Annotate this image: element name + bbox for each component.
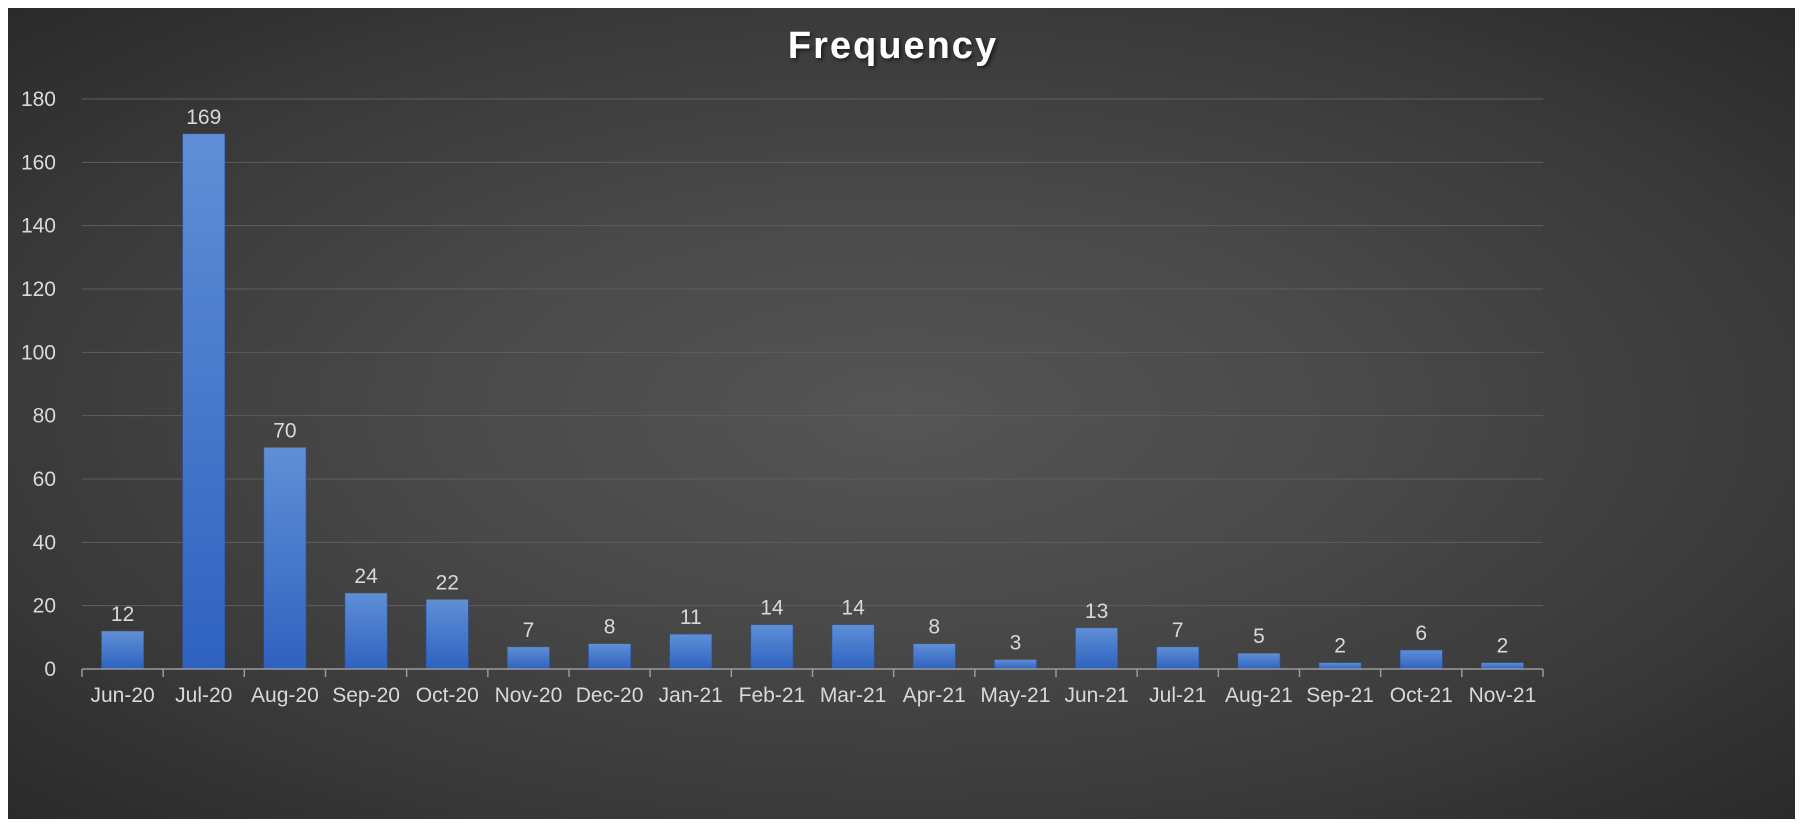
x-tick-label: Aug-21 — [1225, 684, 1293, 707]
data-label: 7 — [523, 619, 535, 642]
x-tick-label: Mar-21 — [820, 684, 887, 707]
y-tick-label: 180 — [21, 88, 56, 111]
bar-jul-20 — [182, 133, 226, 670]
bar-sep-20 — [344, 592, 388, 670]
x-tick-label: Jan-21 — [659, 684, 723, 707]
x-tick-label: Jul-20 — [175, 684, 232, 707]
y-tick-label: 80 — [33, 405, 56, 428]
bar-may-21 — [994, 659, 1037, 670]
data-label: 2 — [1334, 635, 1346, 658]
bar-chart: 12 169 70 24 22 7 8 11 14 14 8 3 13 7 5 2 6 2 0 20 40 60 80 10… — [21, 25, 1544, 707]
data-label: 11 — [680, 606, 702, 629]
data-label: 22 — [436, 571, 459, 594]
data-label: 12 — [111, 603, 134, 626]
data-label: 6 — [1415, 622, 1427, 645]
data-label: 14 — [760, 597, 784, 620]
bar-nov-21 — [1481, 662, 1524, 670]
gridlines — [82, 98, 1543, 607]
x-tick-label: Apr-21 — [903, 684, 966, 707]
data-label: 2 — [1497, 635, 1509, 658]
x-tick-label: Oct-20 — [416, 684, 479, 707]
data-label: 24 — [354, 565, 378, 588]
bar-jun-21 — [1075, 627, 1118, 670]
chart-container: 12 169 70 24 22 7 8 11 14 14 8 3 13 7 5 2 6 2 0 20 40 60 80 10… — [8, 8, 1795, 819]
y-tick-label: 20 — [33, 595, 56, 618]
y-tick-label: 140 — [21, 215, 56, 238]
data-label: 3 — [1010, 632, 1022, 655]
data-labels: 12 169 70 24 22 7 8 11 14 14 8 3 13 7 5 2 6 2 — [111, 106, 1508, 658]
bar-jun-20 — [101, 630, 144, 670]
data-label: 7 — [1172, 619, 1184, 642]
x-tick-label: Dec-20 — [576, 684, 644, 707]
y-tick-label: 120 — [21, 278, 56, 301]
bar-aug-21 — [1237, 652, 1281, 670]
y-tick-label: 0 — [44, 658, 56, 681]
data-label: 169 — [186, 106, 221, 129]
x-tick-label: Jul-21 — [1149, 684, 1206, 707]
data-label: 13 — [1085, 600, 1108, 623]
bar-feb-21 — [750, 624, 794, 670]
bar-apr-21 — [912, 643, 956, 670]
data-label: 8 — [604, 616, 616, 639]
bar-sep-21 — [1318, 662, 1362, 670]
bar-oct-20 — [425, 599, 469, 670]
chart-title: Frequency — [788, 25, 998, 67]
bar-jul-21 — [1156, 646, 1200, 670]
x-tick-label: Oct-21 — [1390, 684, 1453, 707]
x-tick-label: Feb-21 — [739, 684, 806, 707]
x-tick-label: Sep-20 — [332, 684, 400, 707]
data-label: 5 — [1253, 625, 1265, 648]
bar-dec-20 — [588, 643, 631, 670]
bar-jan-21 — [669, 633, 713, 670]
y-tick-label: 160 — [21, 151, 56, 174]
bar-nov-20 — [507, 646, 550, 670]
data-label: 70 — [273, 419, 296, 442]
bars — [101, 133, 1524, 670]
bar-mar-21 — [831, 624, 875, 670]
y-tick-label: 60 — [33, 468, 56, 491]
data-label: 14 — [841, 597, 865, 620]
bar-aug-20 — [263, 447, 307, 670]
x-tick-label: Jun-21 — [1064, 684, 1128, 707]
x-tick-label: Nov-21 — [1469, 684, 1537, 707]
y-tick-label: 40 — [33, 531, 56, 554]
x-tick-label: Aug-20 — [251, 684, 319, 707]
x-tick-label: May-21 — [980, 684, 1050, 707]
x-tick-label: Jun-20 — [90, 684, 154, 707]
x-tick-label: Nov-20 — [495, 684, 563, 707]
data-label: 8 — [928, 616, 940, 639]
bar-oct-21 — [1399, 649, 1443, 670]
axes: 0 20 40 60 80 100 120 140 160 180 Jun-20 Jul-20 Aug-… — [21, 88, 1544, 707]
x-tick-label: Sep-21 — [1306, 684, 1374, 707]
y-tick-label: 100 — [21, 341, 56, 364]
